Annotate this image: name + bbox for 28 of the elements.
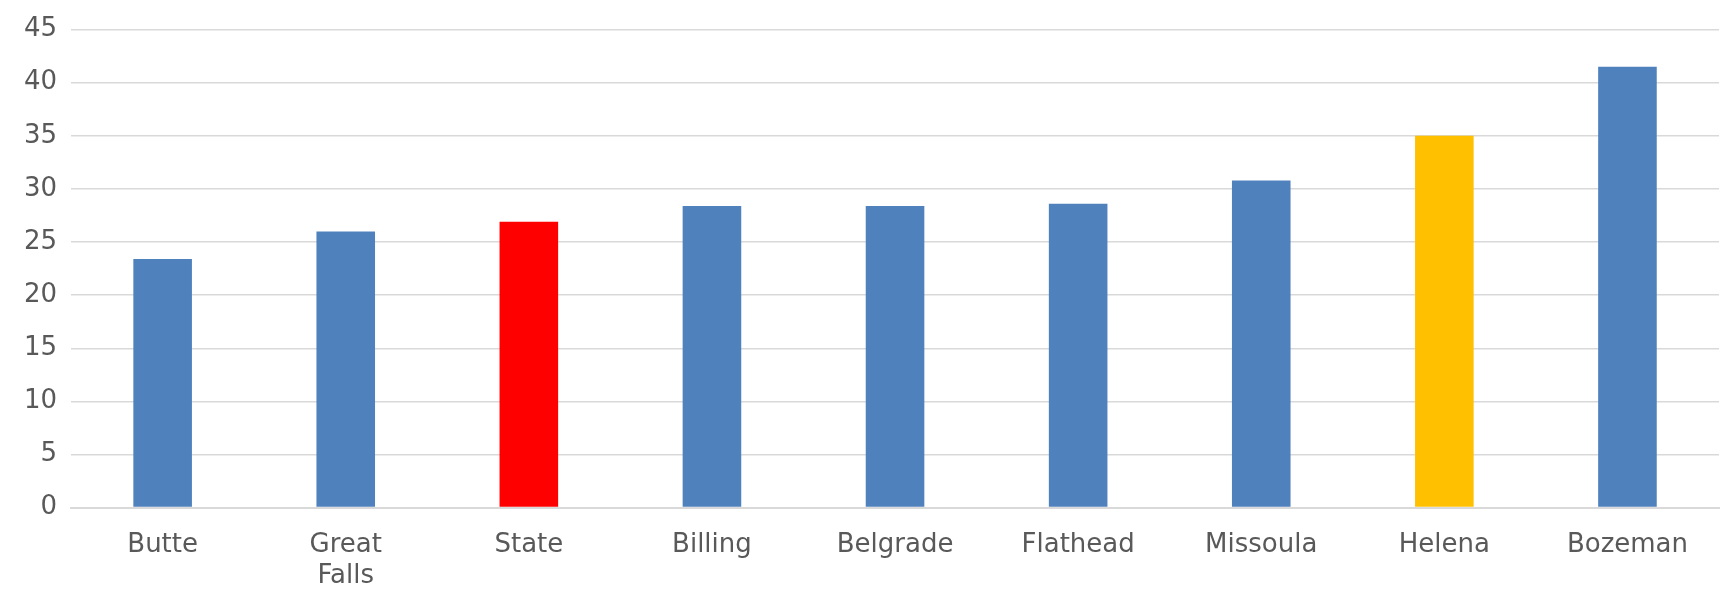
y-tick-label: 20	[23, 277, 58, 308]
x-tick-label: Great Falls	[309, 527, 382, 590]
bar	[1048, 203, 1108, 507]
y-tick-label: 45	[23, 12, 58, 43]
bar	[865, 205, 925, 507]
bar	[133, 259, 192, 507]
bar	[682, 205, 742, 507]
y-tick-label: 0	[40, 490, 58, 521]
y-tick-label: 30	[23, 171, 58, 202]
y-tick-label: 10	[23, 384, 58, 415]
x-tick-label: Belgrade	[836, 527, 954, 558]
bar	[316, 231, 376, 507]
bar	[499, 221, 559, 507]
bar	[1598, 66, 1657, 507]
x-tick-label: Billing	[672, 527, 752, 558]
bar	[1231, 180, 1291, 507]
y-tick-label: 25	[23, 224, 58, 255]
y-tick-label: 5	[40, 437, 58, 468]
x-tick-label: State	[494, 527, 564, 558]
x-tick-label: Butte	[127, 527, 198, 558]
y-tick-label: 35	[23, 118, 58, 149]
x-tick-label: Helena	[1398, 527, 1490, 558]
x-tick-label: Flathead	[1021, 527, 1135, 558]
x-tick-label: Missoula	[1205, 527, 1318, 558]
y-tick-label: 40	[23, 65, 58, 96]
bar	[1415, 135, 1474, 507]
x-tick-label: Bozeman	[1566, 527, 1689, 558]
y-tick-label: 15	[23, 331, 58, 362]
